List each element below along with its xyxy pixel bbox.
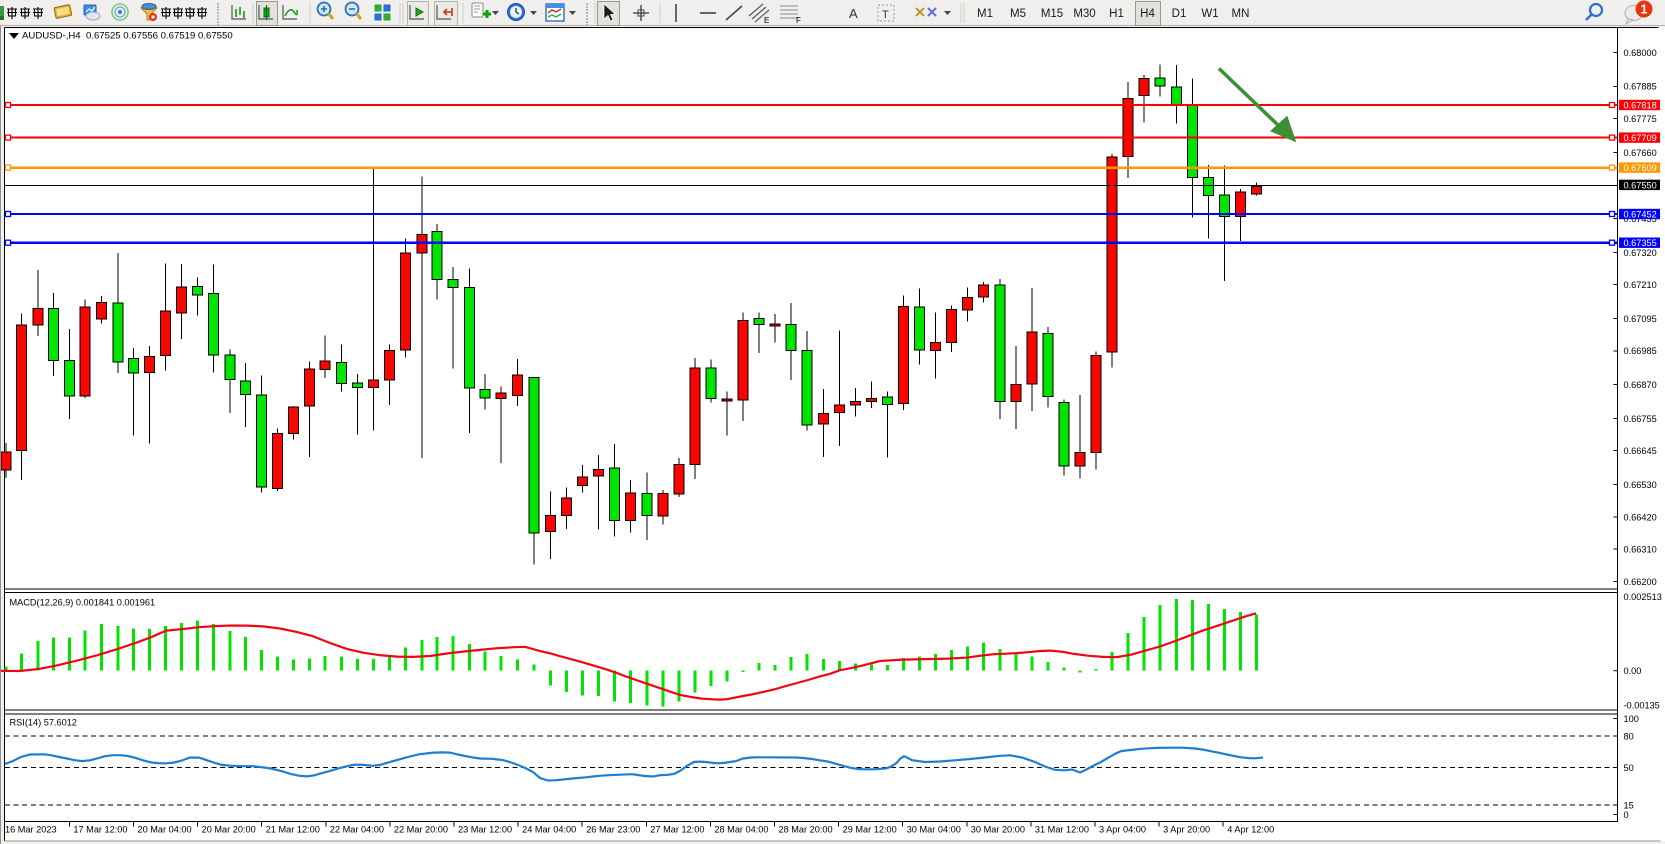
svg-text:0.67609: 0.67609 — [1624, 163, 1657, 173]
svg-text:0.002513: 0.002513 — [1624, 592, 1662, 602]
svg-text:0.66985: 0.66985 — [1624, 346, 1657, 356]
svg-text:E: E — [764, 16, 769, 25]
svg-text:0.66310: 0.66310 — [1624, 545, 1657, 555]
svg-text:21 Mar 12:00: 21 Mar 12:00 — [266, 825, 320, 835]
svg-text:0.66645: 0.66645 — [1624, 446, 1657, 456]
svg-text:100: 100 — [1624, 714, 1639, 724]
svg-text:RSI(14) 57.6012: RSI(14) 57.6012 — [10, 718, 77, 728]
svg-text:M15: M15 — [1041, 8, 1063, 20]
svg-text:0: 0 — [1624, 810, 1629, 820]
svg-text:50: 50 — [1624, 763, 1634, 773]
svg-text:0.67818: 0.67818 — [1624, 100, 1657, 110]
svg-text:0.67550: 0.67550 — [1624, 180, 1657, 190]
svg-text:20 Mar 04:00: 20 Mar 04:00 — [138, 825, 192, 835]
svg-text:F: F — [796, 16, 801, 25]
svg-text:0.67452: 0.67452 — [1624, 209, 1657, 219]
svg-text:0.66420: 0.66420 — [1624, 512, 1657, 522]
svg-text:0.67095: 0.67095 — [1624, 314, 1657, 324]
svg-text:24 Mar 04:00: 24 Mar 04:00 — [522, 825, 576, 835]
svg-text:0.67320: 0.67320 — [1624, 248, 1657, 258]
svg-text:28 Mar 20:00: 28 Mar 20:00 — [779, 825, 833, 835]
svg-text:30 Mar 20:00: 30 Mar 20:00 — [971, 825, 1025, 835]
svg-text:3 Apr 04:00: 3 Apr 04:00 — [1099, 825, 1146, 835]
svg-text:17 Mar 12:00: 17 Mar 12:00 — [73, 825, 127, 835]
svg-text:1: 1 — [1641, 3, 1648, 17]
svg-text:0.67709: 0.67709 — [1624, 133, 1657, 143]
svg-text:0.67210: 0.67210 — [1624, 280, 1657, 290]
svg-text:0.66755: 0.66755 — [1624, 414, 1657, 424]
svg-text:0.68000: 0.68000 — [1624, 48, 1657, 58]
svg-text:0.66530: 0.66530 — [1624, 480, 1657, 490]
svg-text:80: 80 — [1624, 731, 1634, 741]
svg-text:M1: M1 — [977, 8, 993, 20]
svg-text:28 Mar 04:00: 28 Mar 04:00 — [714, 825, 768, 835]
svg-text:H1: H1 — [1109, 8, 1124, 20]
svg-text:AUDUSD-,H4 0.67525 0.67556 0.: AUDUSD-,H4 0.67525 0.67556 0.67519 0.675… — [22, 31, 233, 42]
svg-text:4 Apr 12:00: 4 Apr 12:00 — [1227, 825, 1274, 835]
svg-text:W1: W1 — [1201, 8, 1218, 20]
svg-text:15: 15 — [1624, 800, 1634, 810]
svg-text:0.67660: 0.67660 — [1624, 148, 1657, 158]
svg-text:29 Mar 12:00: 29 Mar 12:00 — [843, 825, 897, 835]
svg-text:20 Mar 20:00: 20 Mar 20:00 — [202, 825, 256, 835]
svg-text:26 Mar 23:00: 26 Mar 23:00 — [586, 825, 640, 835]
svg-text:H4: H4 — [1140, 8, 1155, 20]
svg-text:0.66870: 0.66870 — [1624, 380, 1657, 390]
svg-text:0.66200: 0.66200 — [1624, 577, 1657, 587]
svg-text:0.67885: 0.67885 — [1624, 82, 1657, 92]
svg-text:3 Apr 20:00: 3 Apr 20:00 — [1163, 825, 1210, 835]
svg-text:MN: MN — [1232, 8, 1250, 20]
svg-text:D1: D1 — [1172, 8, 1187, 20]
svg-text:16 Mar 2023: 16 Mar 2023 — [5, 825, 57, 835]
svg-text:27 Mar 12:00: 27 Mar 12:00 — [650, 825, 704, 835]
svg-text:M5: M5 — [1010, 8, 1026, 20]
svg-text:22 Mar 20:00: 22 Mar 20:00 — [394, 825, 448, 835]
svg-text:A: A — [849, 6, 858, 21]
svg-text:22 Mar 04:00: 22 Mar 04:00 — [330, 825, 384, 835]
svg-text:23 Mar 12:00: 23 Mar 12:00 — [458, 825, 512, 835]
svg-text:MACD(12,26,9) 0.001841 0.00196: MACD(12,26,9) 0.001841 0.001961 — [10, 598, 156, 608]
svg-text:31 Mar 12:00: 31 Mar 12:00 — [1035, 825, 1089, 835]
svg-text:-0.00135: -0.00135 — [1624, 700, 1660, 710]
svg-text:0.67775: 0.67775 — [1624, 114, 1657, 124]
svg-text:T: T — [882, 9, 889, 21]
svg-text:30 Mar 04:00: 30 Mar 04:00 — [907, 825, 961, 835]
svg-text:0.67355: 0.67355 — [1624, 238, 1657, 248]
svg-text:M30: M30 — [1073, 8, 1095, 20]
svg-text:0.00: 0.00 — [1624, 666, 1642, 676]
